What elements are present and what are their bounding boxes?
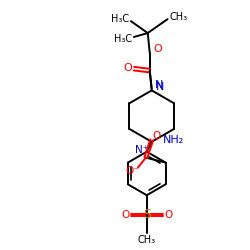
Text: O: O	[124, 63, 132, 73]
Text: O: O	[152, 131, 161, 141]
Text: O: O	[121, 210, 129, 220]
Text: N: N	[156, 82, 164, 92]
Text: H₃C: H₃C	[111, 14, 129, 24]
Text: H₃C: H₃C	[114, 34, 132, 44]
Text: CH₃: CH₃	[169, 12, 188, 22]
Text: NH₂: NH₂	[163, 135, 184, 145]
Text: CH₃: CH₃	[138, 235, 156, 245]
Text: S: S	[143, 208, 151, 222]
Text: N⁺: N⁺	[135, 145, 148, 155]
Text: O: O	[164, 210, 173, 220]
Text: O⁻: O⁻	[125, 166, 139, 176]
Text: N: N	[154, 80, 163, 90]
Text: O: O	[153, 44, 162, 54]
